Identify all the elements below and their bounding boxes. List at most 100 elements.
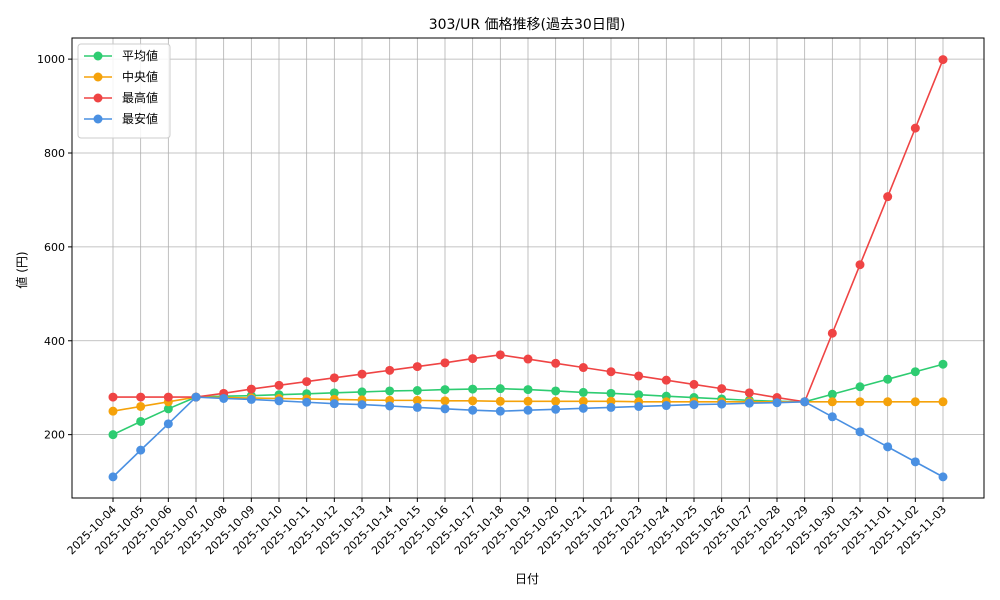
data-point bbox=[385, 365, 395, 375]
data-point bbox=[855, 382, 865, 392]
data-point bbox=[495, 350, 505, 360]
legend-box bbox=[77, 43, 171, 139]
data-point bbox=[910, 367, 920, 377]
data-point bbox=[855, 427, 865, 437]
data-point bbox=[163, 419, 173, 429]
data-point bbox=[136, 416, 146, 426]
data-point bbox=[523, 354, 533, 364]
data-point bbox=[910, 397, 920, 407]
data-point bbox=[108, 430, 118, 440]
data-point bbox=[744, 398, 754, 408]
data-point bbox=[329, 373, 339, 383]
data-point bbox=[523, 396, 533, 406]
data-point bbox=[357, 369, 367, 379]
data-point bbox=[661, 375, 671, 385]
data-point bbox=[219, 393, 229, 403]
data-point bbox=[136, 401, 146, 411]
data-point bbox=[855, 397, 865, 407]
chart-title: 303/UR 価格推移(過去30日間) bbox=[429, 17, 626, 33]
data-point bbox=[523, 405, 533, 415]
data-point bbox=[163, 392, 173, 402]
legend-item: 平均値 bbox=[84, 48, 158, 63]
data-point bbox=[938, 397, 948, 407]
legend-label: 最安値 bbox=[122, 111, 158, 126]
data-point bbox=[385, 401, 395, 411]
data-point bbox=[302, 397, 312, 407]
legend-label: 中央値 bbox=[122, 69, 158, 84]
data-point bbox=[274, 396, 284, 406]
data-point bbox=[440, 385, 450, 395]
legend-marker bbox=[93, 93, 103, 103]
data-point bbox=[108, 472, 118, 482]
data-point bbox=[910, 123, 920, 133]
data-point bbox=[329, 388, 339, 398]
data-point bbox=[136, 392, 146, 402]
data-point bbox=[551, 396, 561, 406]
data-point bbox=[495, 396, 505, 406]
data-point bbox=[357, 387, 367, 397]
data-point bbox=[468, 396, 478, 406]
data-point bbox=[661, 401, 671, 411]
data-point bbox=[385, 386, 395, 396]
y-tick-label: 1000 bbox=[37, 53, 65, 66]
series-4 bbox=[108, 392, 948, 482]
data-point bbox=[717, 384, 727, 394]
data-point bbox=[468, 405, 478, 415]
data-point bbox=[578, 403, 588, 413]
legend-marker bbox=[93, 72, 103, 82]
data-point bbox=[883, 374, 893, 384]
x-axis-label: 日付 bbox=[515, 572, 539, 586]
data-point bbox=[468, 354, 478, 364]
data-point bbox=[108, 406, 118, 416]
data-point bbox=[412, 402, 422, 412]
legend-label: 最高値 bbox=[122, 90, 158, 105]
data-point bbox=[246, 394, 256, 404]
data-point bbox=[357, 400, 367, 410]
data-point bbox=[883, 397, 893, 407]
legend-marker bbox=[93, 51, 103, 61]
data-point bbox=[938, 55, 948, 65]
data-point bbox=[468, 384, 478, 394]
data-point bbox=[329, 399, 339, 409]
data-point bbox=[855, 260, 865, 270]
data-point bbox=[440, 396, 450, 406]
data-point bbox=[827, 328, 837, 338]
data-point bbox=[606, 367, 616, 377]
y-axis-ticks: 200 400 600 800 1000 bbox=[37, 53, 72, 442]
y-tick-label: 800 bbox=[44, 147, 65, 160]
data-point bbox=[412, 386, 422, 396]
legend-item: 最安値 bbox=[84, 111, 158, 126]
data-point bbox=[578, 396, 588, 406]
data-point bbox=[938, 359, 948, 369]
data-point bbox=[523, 385, 533, 395]
y-tick-label: 400 bbox=[44, 335, 65, 348]
data-point bbox=[163, 404, 173, 414]
data-point bbox=[883, 442, 893, 452]
data-point bbox=[136, 445, 146, 455]
data-point bbox=[910, 457, 920, 467]
data-point bbox=[246, 384, 256, 394]
y-tick-label: 200 bbox=[44, 429, 65, 442]
data-point bbox=[302, 377, 312, 387]
data-point bbox=[800, 397, 810, 407]
data-point bbox=[689, 400, 699, 410]
data-point bbox=[606, 388, 616, 398]
data-point bbox=[772, 398, 782, 408]
legend-label: 平均値 bbox=[122, 48, 158, 63]
data-point bbox=[440, 404, 450, 414]
data-point bbox=[827, 397, 837, 407]
data-point bbox=[689, 379, 699, 389]
data-point bbox=[578, 363, 588, 373]
data-point bbox=[827, 389, 837, 399]
data-point bbox=[717, 399, 727, 409]
data-point bbox=[883, 192, 893, 202]
data-point bbox=[495, 406, 505, 416]
legend-item: 最高値 bbox=[84, 90, 158, 105]
data-point bbox=[634, 390, 644, 400]
data-point bbox=[440, 358, 450, 368]
y-axis-label: 値 (円) bbox=[14, 251, 29, 288]
data-point bbox=[551, 386, 561, 396]
